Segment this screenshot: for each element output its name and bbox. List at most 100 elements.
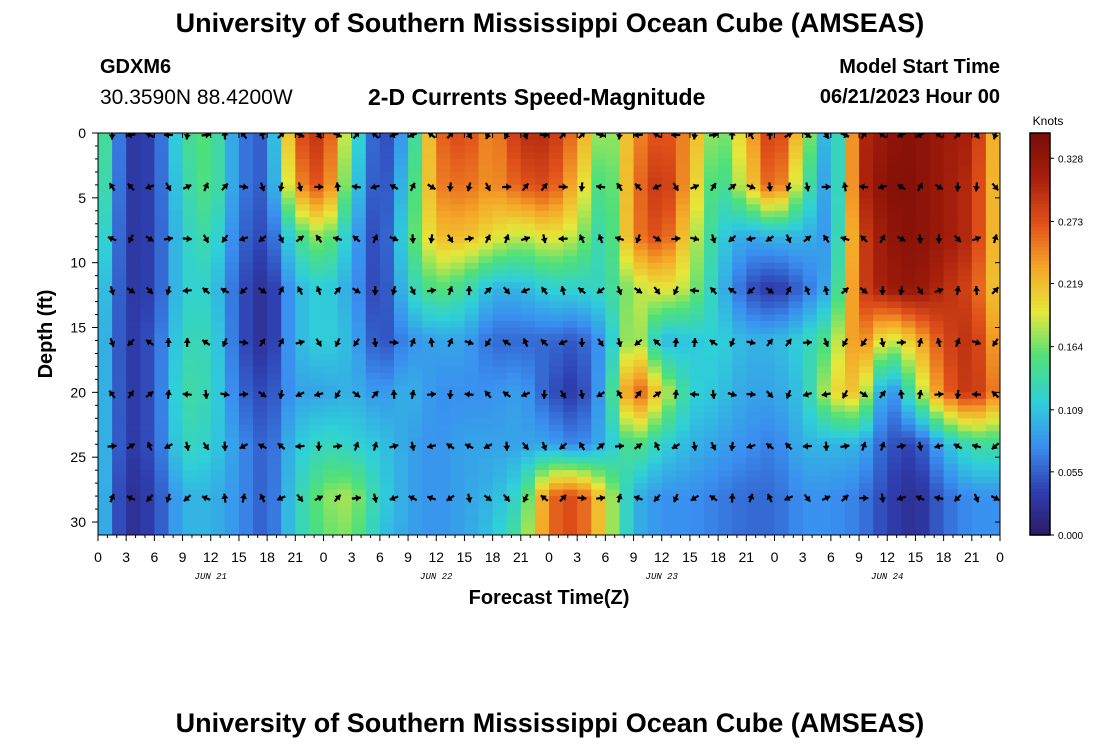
heatmap-cell [915,431,931,439]
heatmap-cell [605,528,621,535]
heatmap-cell [520,470,536,478]
heatmap-cell [478,295,494,303]
heatmap-cell [549,327,564,335]
heatmap-cell [901,372,917,380]
heatmap-cell [267,204,282,212]
heatmap-cell [196,158,212,167]
heatmap-cell [957,243,973,251]
heatmap-cell [295,321,310,329]
heatmap-cell [591,411,606,419]
heatmap-cell [478,308,494,316]
heatmap-cell [196,522,212,530]
heatmap-cell [253,489,268,497]
heatmap-cell [112,262,127,270]
heatmap-cell [478,346,494,355]
heatmap-cell [577,269,592,277]
heatmap-cell [365,411,381,419]
heatmap-cell [859,327,874,335]
heatmap-cell [182,372,198,380]
heatmap-cell [591,133,606,141]
heatmap-cell [689,424,705,432]
heatmap-cell [295,288,310,296]
heatmap-cell [126,353,141,361]
heatmap-cell [675,528,691,535]
heatmap-cell [436,515,451,523]
current-arrow [126,442,136,450]
heatmap-cell [436,321,451,329]
heatmap-cell [126,223,141,231]
heatmap-cell [351,489,367,497]
heatmap-cell [718,288,733,296]
heatmap-cell [422,230,437,238]
heatmap-cell [873,346,888,355]
heatmap-cell [281,152,296,160]
heatmap-cell [281,463,296,471]
heatmap-cell [929,223,945,231]
heatmap-cell [577,223,592,231]
heatmap-cell [873,197,888,205]
heatmap-cell [337,314,353,322]
heatmap-cell [112,133,127,141]
heatmap-cell [689,184,705,192]
heatmap-cell [253,392,268,400]
heatmap-cell [393,431,409,439]
heatmap-cell [140,243,155,251]
heatmap-cell [238,457,254,465]
current-arrow [126,287,136,294]
heatmap-cell [718,463,733,471]
heatmap-cell [619,269,635,277]
heatmap-cell [154,379,170,387]
heatmap-cell [365,236,381,244]
heatmap-cell [915,346,931,355]
heatmap-cell [704,334,719,342]
heatmap-cell [689,463,705,471]
heatmap-cell [408,230,423,238]
heatmap-cell [492,502,508,510]
heatmap-cell [182,165,198,173]
heatmap-cell [901,366,917,374]
heatmap-cell [98,392,113,400]
heatmap-cell [506,275,522,283]
heatmap-cell [393,346,409,355]
heatmap-cell [563,502,578,510]
heatmap-cell [309,450,325,458]
heatmap-cell [661,217,677,225]
heatmap-cell [238,418,254,426]
heatmap-cell [253,405,268,413]
heatmap-cell [196,314,212,322]
heatmap-cell [689,210,705,218]
heatmap-cell [309,327,325,335]
heatmap-cell [182,334,198,342]
heatmap-cell [281,444,296,452]
heatmap-cell [718,431,733,439]
heatmap-cell [492,178,508,186]
heatmap-cell [478,152,494,160]
heatmap-cell [450,392,466,400]
heatmap-cell [971,489,987,497]
heatmap-cell [267,275,282,283]
heatmap-cell [408,178,423,186]
heatmap-cell [971,411,987,419]
heatmap-cell [675,379,691,387]
heatmap-cell [365,366,381,374]
heatmap-cell [492,385,508,393]
heatmap-cell [365,379,381,387]
heatmap-cell [577,340,592,348]
heatmap-cell [464,463,480,471]
heatmap-cell [929,398,945,406]
colorbar-segment [1030,220,1050,225]
heatmap-cell [647,171,663,179]
heatmap-cell [422,262,437,270]
heatmap-cell [802,269,818,277]
current-arrow [577,494,587,502]
heatmap-cell [351,463,367,471]
heatmap-cell [408,204,423,212]
heatmap-cell [450,230,466,238]
heatmap-cell [901,528,917,535]
heatmap-cell [929,346,945,355]
heatmap-cell [253,509,268,517]
heatmap-cell [887,450,902,458]
heatmap-cell [492,392,508,400]
colorbar-segment [1030,468,1050,472]
heatmap-cell [873,437,888,445]
